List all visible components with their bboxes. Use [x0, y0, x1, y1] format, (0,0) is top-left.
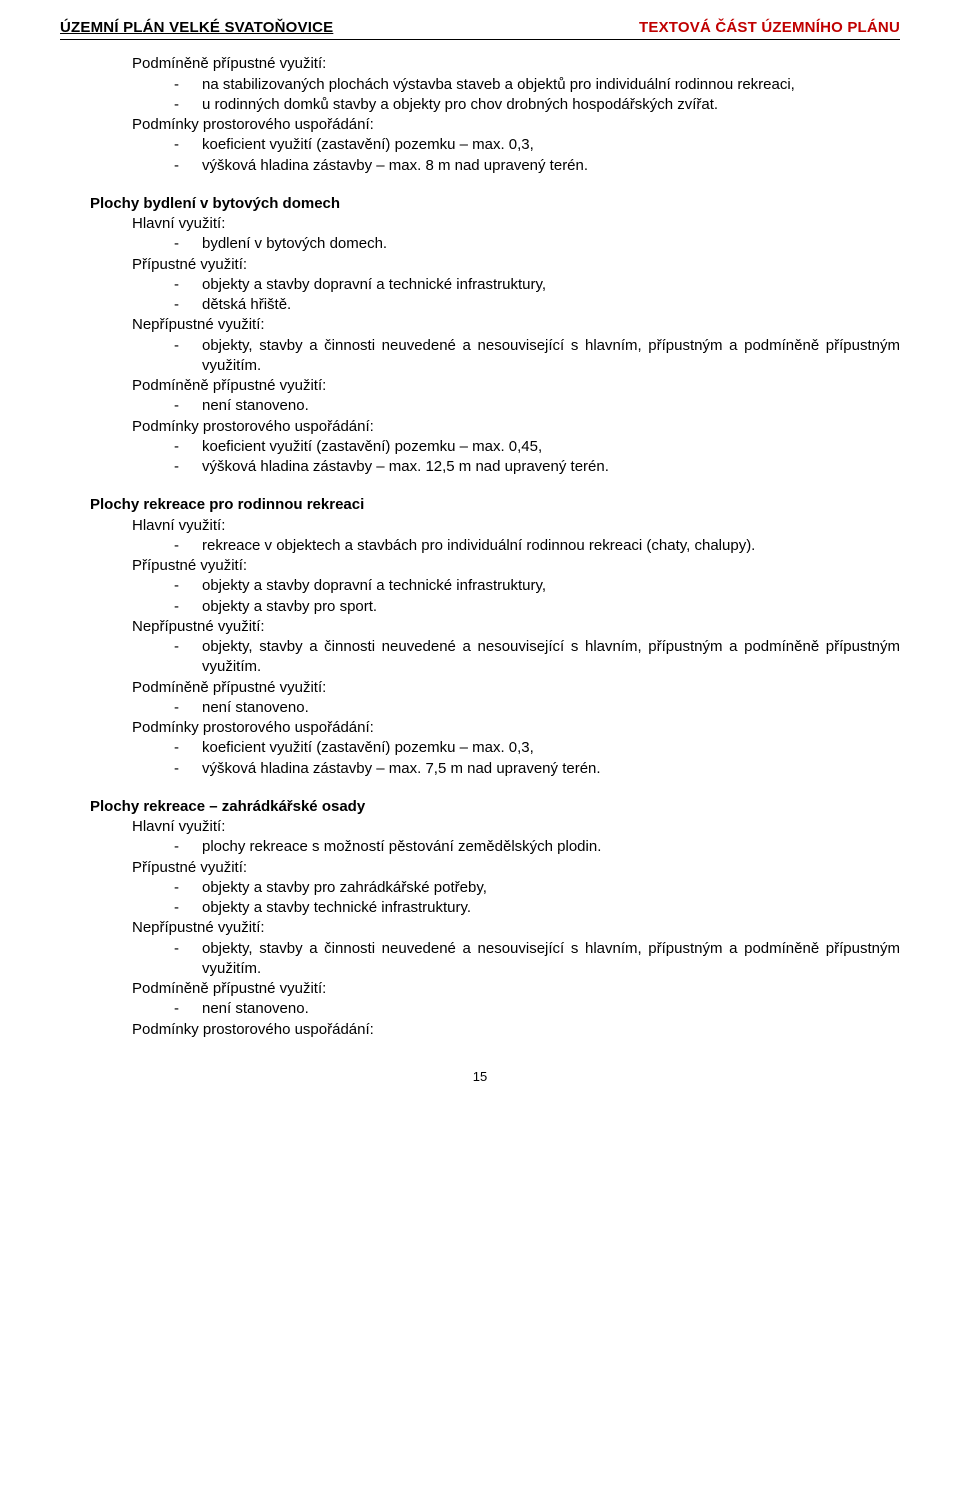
list-item: koeficient využití (zastavění) pozemku –… — [174, 437, 900, 457]
list-item: dětská hřiště. — [174, 295, 900, 315]
label-hlavni: Hlavní využití: — [132, 214, 900, 234]
document-body: Podmíněně přípustné využití: na stabiliz… — [60, 54, 900, 1040]
list-intro-podminky: koeficient využití (zastavění) pozemku –… — [132, 135, 900, 176]
label-pripustne: Přípustné využití: — [132, 556, 900, 576]
label-pripustne: Přípustné využití: — [132, 255, 900, 275]
list-item: výšková hladina zástavby – max. 12,5 m n… — [174, 457, 900, 477]
list-zahradky-hlavni: plochy rekreace s možností pěstování zem… — [132, 837, 900, 857]
list-zahradky-pripustne: objekty a stavby pro zahrádkářské potřeb… — [132, 878, 900, 919]
list-item: objekty, stavby a činnosti neuvedené a n… — [174, 336, 900, 377]
label-podminky: Podmínky prostorového uspořádání: — [132, 115, 900, 135]
label-pripustne: Přípustné využití: — [132, 858, 900, 878]
list-item: objekty, stavby a činnosti neuvedené a n… — [174, 637, 900, 678]
page-header: ÚZEMNÍ PLÁN VELKÉ SVATOŇOVICE TEXTOVÁ ČÁ… — [60, 18, 900, 40]
label-podminky: Podmínky prostorového uspořádání: — [132, 417, 900, 437]
label-podminky: Podmínky prostorového uspořádání: — [132, 1020, 900, 1040]
label-podminene: Podmíněně přípustné využití: — [132, 979, 900, 999]
list-item: u rodinných domků stavby a objekty pro c… — [174, 95, 900, 115]
label-hlavni: Hlavní využití: — [132, 516, 900, 536]
page-number: 15 — [60, 1068, 900, 1086]
label-podminene: Podmíněně přípustné využití: — [132, 678, 900, 698]
list-item: rekreace v objektech a stavbách pro indi… — [174, 536, 900, 556]
list-item: není stanoveno. — [174, 698, 900, 718]
list-item: objekty a stavby pro zahrádkářské potřeb… — [174, 878, 900, 898]
list-bytove-podminene: není stanoveno. — [132, 396, 900, 416]
label-nepripustne: Nepřípustné využití: — [132, 617, 900, 637]
list-item: koeficient využití (zastavění) pozemku –… — [174, 135, 900, 155]
label-podminene: Podmíněně přípustné využití: — [132, 54, 900, 74]
list-rodinna-hlavni: rekreace v objektech a stavbách pro indi… — [132, 536, 900, 556]
label-nepripustne: Nepřípustné využití: — [132, 315, 900, 335]
header-left: ÚZEMNÍ PLÁN VELKÉ SVATOŇOVICE — [60, 18, 333, 38]
list-bytove-pripustne: objekty a stavby dopravní a technické in… — [132, 275, 900, 316]
list-item: výšková hladina zástavby – max. 8 m nad … — [174, 156, 900, 176]
list-bytove-hlavni: bydlení v bytových domech. — [132, 234, 900, 254]
list-item: výšková hladina zástavby – max. 7,5 m na… — [174, 759, 900, 779]
list-item: bydlení v bytových domech. — [174, 234, 900, 254]
heading-zahradky: Plochy rekreace – zahrádkářské osady — [90, 797, 900, 817]
label-nepripustne: Nepřípustné využití: — [132, 918, 900, 938]
list-item: na stabilizovaných plochách výstavba sta… — [174, 75, 900, 95]
list-item: objekty a stavby technické infrastruktur… — [174, 898, 900, 918]
list-rodinna-podminene: není stanoveno. — [132, 698, 900, 718]
list-rodinna-pripustne: objekty a stavby dopravní a technické in… — [132, 576, 900, 617]
list-item: není stanoveno. — [174, 396, 900, 416]
list-item: objekty a stavby dopravní a technické in… — [174, 275, 900, 295]
list-intro-podminene: na stabilizovaných plochách výstavba sta… — [132, 75, 900, 116]
list-item: plochy rekreace s možností pěstování zem… — [174, 837, 900, 857]
heading-rodinna: Plochy rekreace pro rodinnou rekreaci — [90, 495, 900, 515]
list-item: objekty a stavby pro sport. — [174, 597, 900, 617]
heading-bytove: Plochy bydlení v bytových domech — [90, 194, 900, 214]
header-right: TEXTOVÁ ČÁST ÚZEMNÍHO PLÁNU — [639, 18, 900, 38]
list-zahradky-podminene: není stanoveno. — [132, 999, 900, 1019]
label-hlavni: Hlavní využití: — [132, 817, 900, 837]
list-item: objekty a stavby dopravní a technické in… — [174, 576, 900, 596]
label-podminene: Podmíněně přípustné využití: — [132, 376, 900, 396]
list-zahradky-nepripustne: objekty, stavby a činnosti neuvedené a n… — [132, 939, 900, 980]
list-rodinna-nepripustne: objekty, stavby a činnosti neuvedené a n… — [132, 637, 900, 678]
list-item: objekty, stavby a činnosti neuvedené a n… — [174, 939, 900, 980]
list-item: není stanoveno. — [174, 999, 900, 1019]
list-item: koeficient využití (zastavění) pozemku –… — [174, 738, 900, 758]
label-podminky: Podmínky prostorového uspořádání: — [132, 718, 900, 738]
list-bytove-podminky: koeficient využití (zastavění) pozemku –… — [132, 437, 900, 478]
list-rodinna-podminky: koeficient využití (zastavění) pozemku –… — [132, 738, 900, 779]
list-bytove-nepripustne: objekty, stavby a činnosti neuvedené a n… — [132, 336, 900, 377]
